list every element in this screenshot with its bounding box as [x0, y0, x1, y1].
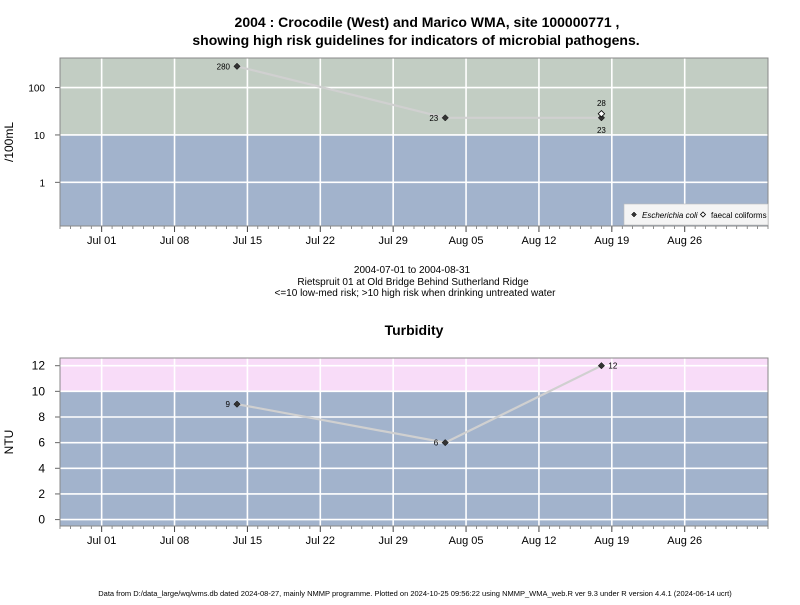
chart2-y-tick-label: 6 [38, 436, 45, 450]
chart2-y-tick-label: 2 [38, 487, 45, 501]
chart1-x-tick-label: Aug 26 [667, 235, 702, 247]
chart1-series-2-point [597, 109, 606, 118]
chart1-subtitle-line1: 2004-07-01 to 2004-08-31 [354, 265, 471, 276]
chart1-x-tick-label: Jul 08 [160, 235, 189, 247]
chart1-legend-marker-open [699, 211, 707, 218]
chart1-subtitle-line2: Rietspruit 01 at Old Bridge Behind Suthe… [297, 277, 529, 288]
chart1-legend-label: Escherichia coli [642, 211, 698, 220]
chart1-legend-box [623, 203, 769, 226]
chart2-high-risk-band [60, 358, 768, 392]
chart2-x-tick-label: Jul 29 [378, 535, 407, 547]
chart2-title: Turbidity [385, 322, 444, 338]
chart1-series-1-data-label: 23 [597, 126, 606, 135]
chart2-series-1-data-label: 9 [226, 400, 231, 409]
chart1-x-tick-label: Aug 05 [449, 235, 484, 247]
chart2-y-tick-label: 0 [38, 513, 45, 527]
chart1-series-1-point [233, 62, 241, 70]
chart2-series-1-point [597, 362, 605, 370]
chart2-low-risk-band [60, 391, 768, 526]
chart1-x-tick-label: Jul 22 [306, 235, 335, 247]
chart2-x-tick-label: Jul 01 [87, 535, 116, 547]
chart1-subtitle-line3: <=10 low-med risk; >10 high risk when dr… [275, 288, 557, 299]
chart2-series-1-point [233, 400, 241, 408]
chart2-plot-border [59, 357, 769, 527]
chart2-x-tick-label: Aug 05 [449, 535, 484, 547]
chart2-x-tick-label: Jul 08 [160, 535, 189, 547]
chart2-plot: Jul 01 Jul 08 Jul 15 Jul 22 Jul 29 Aug 05 Aug … [32, 357, 769, 547]
chart2-series-1-data-label: 12 [608, 362, 617, 371]
chart1-series-2-data-label: 28 [597, 99, 606, 108]
chart2-x-tick-label: Aug 26 [667, 535, 702, 547]
chart1-x-tick-label: Jul 29 [378, 235, 407, 247]
chart1-series-1-data-label: 280 [217, 62, 231, 71]
chart2-x-tick-label: Jul 22 [306, 535, 335, 547]
chart2-y-tick-label: 8 [38, 410, 45, 424]
chart1-title-line1: 2004 : Crocodile (West) and Marico WMA, … [235, 14, 620, 30]
footer-note: Data from D:/data_large/wq/wms.db dated … [98, 589, 732, 598]
chart2-x-tick-label: Jul 15 [233, 535, 262, 547]
chart2-x-tick-label: Aug 19 [594, 535, 629, 547]
chart1-series-1-data-label: 23 [429, 114, 438, 123]
chart1-legend: Escherichia coli faecal coliforms [623, 203, 769, 226]
chart1-ylabel: /100mL [2, 122, 16, 162]
chart1-plot-border [59, 57, 769, 227]
chart1-x-tick-label: Jul 15 [233, 235, 262, 247]
chart1-high-risk-band [60, 58, 768, 135]
chart2-series-1-data-label: 6 [434, 439, 439, 448]
chart2-series-1-point [441, 439, 449, 447]
chart1-series-1-point [597, 114, 605, 122]
chart1-x-tick-label: Aug 12 [522, 235, 557, 247]
chart1-title-line2: showing high risk guidelines for indicat… [192, 32, 639, 48]
chart1-legend-label: faecal coliforms [711, 211, 767, 220]
chart2-y-tick-label: 4 [38, 461, 45, 475]
chart2-x-tick-label: Aug 12 [522, 535, 557, 547]
chart1-y-tick-label: 100 [28, 84, 45, 95]
chart1-legend-marker-filled [631, 211, 637, 218]
chart1-x-tick-label: Aug 19 [594, 235, 629, 247]
chart1-y-tick-label: 10 [34, 131, 46, 142]
chart1-series-1-point [441, 114, 449, 122]
chart1-plot: Jul 01 Jul 08 Jul 15 Jul 22 Jul 29 Aug 05 Aug … [28, 57, 769, 247]
chart2-y-tick-label: 12 [32, 359, 46, 373]
chart2-y-tick-label: 10 [32, 384, 46, 398]
chart1-y-tick-label: 1 [39, 178, 45, 189]
chart1-x-tick-label: Jul 01 [87, 235, 116, 247]
chart2-ylabel: NTU [2, 430, 16, 455]
